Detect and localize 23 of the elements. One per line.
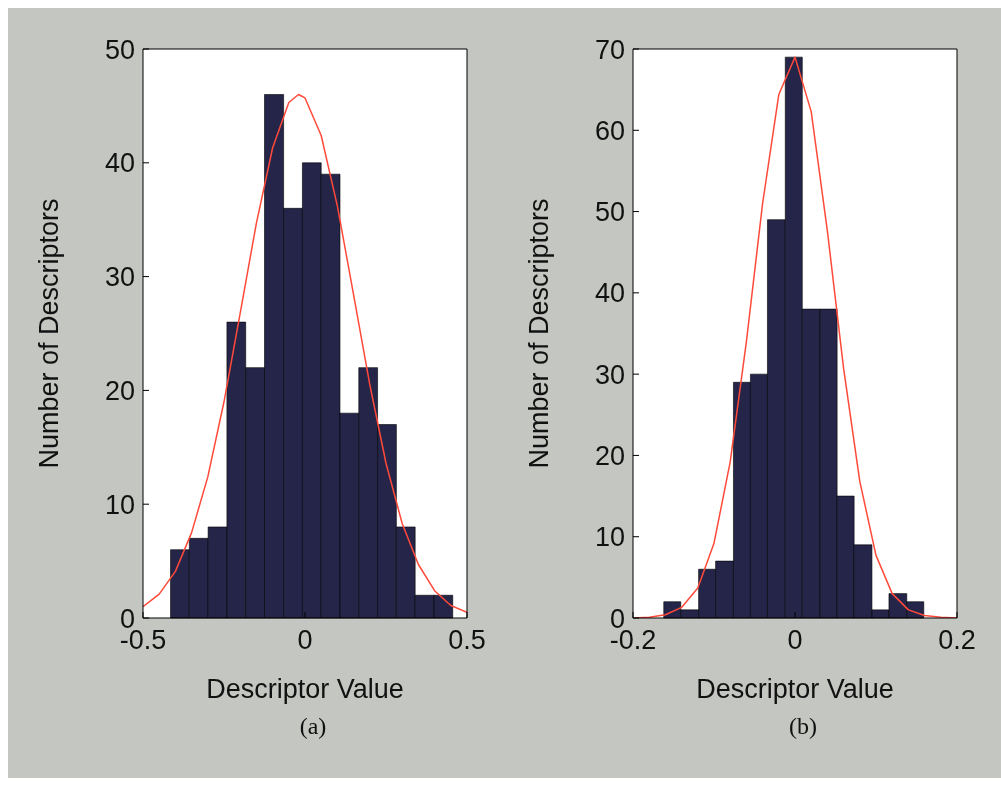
line-series xyxy=(143,93,467,614)
y-tick-label: 10 xyxy=(594,522,625,553)
x-tick-label: 0 xyxy=(297,625,313,656)
y-tick-label: 60 xyxy=(594,115,625,146)
x-axis-title: Descriptor Value xyxy=(696,674,894,704)
text: (a) xyxy=(298,713,328,740)
y-tick-label: 20 xyxy=(104,375,135,406)
y-tick-label: 70 xyxy=(594,34,625,65)
y-axis-title: Number of Descriptors xyxy=(33,198,64,469)
y-tick-label: 30 xyxy=(594,359,625,390)
y-tick-label: 20 xyxy=(594,441,625,472)
y-axis-title: Number of Descriptors xyxy=(523,198,554,469)
x-axis-title: Descriptor Value xyxy=(206,674,404,704)
y-tick-label: 50 xyxy=(594,197,625,228)
y-tick-label: 30 xyxy=(104,262,135,293)
text: (b) xyxy=(788,713,818,740)
x-tick-label: 0.5 xyxy=(448,625,486,656)
y-tick-label: 10 xyxy=(104,489,135,520)
y-tick-label: 40 xyxy=(594,278,625,309)
y-tick-label: 50 xyxy=(104,34,135,65)
x-tick-label: 0 xyxy=(787,625,803,656)
y-tick-label: 40 xyxy=(104,148,135,179)
x-tick-label: 0.2 xyxy=(938,625,976,656)
